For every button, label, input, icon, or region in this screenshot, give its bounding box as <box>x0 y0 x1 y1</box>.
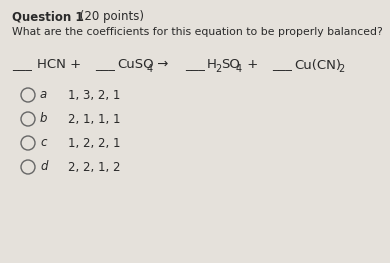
Text: ___: ___ <box>272 58 292 72</box>
Text: 2, 2, 1, 2: 2, 2, 1, 2 <box>68 160 121 174</box>
Text: 2, 1, 1, 1: 2, 1, 1, 1 <box>68 113 121 125</box>
Text: 1, 3, 2, 1: 1, 3, 2, 1 <box>68 89 121 102</box>
Text: What are the coefficients for this equation to be properly balanced?: What are the coefficients for this equat… <box>12 27 383 37</box>
Text: CuSO: CuSO <box>117 58 154 72</box>
Text: ___: ___ <box>185 58 205 72</box>
Text: 4: 4 <box>236 64 242 74</box>
Text: SO: SO <box>221 58 240 72</box>
Text: 1, 2, 2, 1: 1, 2, 2, 1 <box>68 136 121 149</box>
Text: HCN +: HCN + <box>37 58 81 72</box>
Text: 4: 4 <box>147 64 153 74</box>
Text: +: + <box>243 58 258 72</box>
Text: H: H <box>207 58 217 72</box>
Text: b: b <box>40 113 48 125</box>
Text: c: c <box>40 136 46 149</box>
Text: (20 points): (20 points) <box>76 10 144 23</box>
Text: ___: ___ <box>12 58 32 72</box>
Text: a: a <box>40 89 47 102</box>
Text: ___: ___ <box>95 58 115 72</box>
Text: d: d <box>40 160 48 174</box>
Text: Question 1: Question 1 <box>12 10 83 23</box>
Text: 2: 2 <box>215 64 221 74</box>
Text: →: → <box>153 58 173 72</box>
Text: Cu(CN): Cu(CN) <box>294 58 341 72</box>
Text: 2: 2 <box>338 64 344 74</box>
